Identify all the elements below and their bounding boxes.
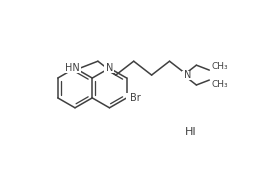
FancyBboxPatch shape (63, 64, 81, 73)
Text: Br: Br (130, 93, 141, 103)
FancyBboxPatch shape (126, 94, 143, 102)
FancyBboxPatch shape (211, 63, 229, 72)
Text: HN: HN (65, 63, 79, 73)
Text: N: N (184, 70, 191, 80)
Text: CH₃: CH₃ (212, 80, 229, 89)
FancyBboxPatch shape (183, 71, 193, 80)
FancyBboxPatch shape (104, 64, 114, 73)
Text: N: N (106, 63, 113, 73)
Text: CH₃: CH₃ (212, 62, 229, 71)
Text: HI: HI (185, 127, 196, 137)
FancyBboxPatch shape (211, 79, 229, 88)
